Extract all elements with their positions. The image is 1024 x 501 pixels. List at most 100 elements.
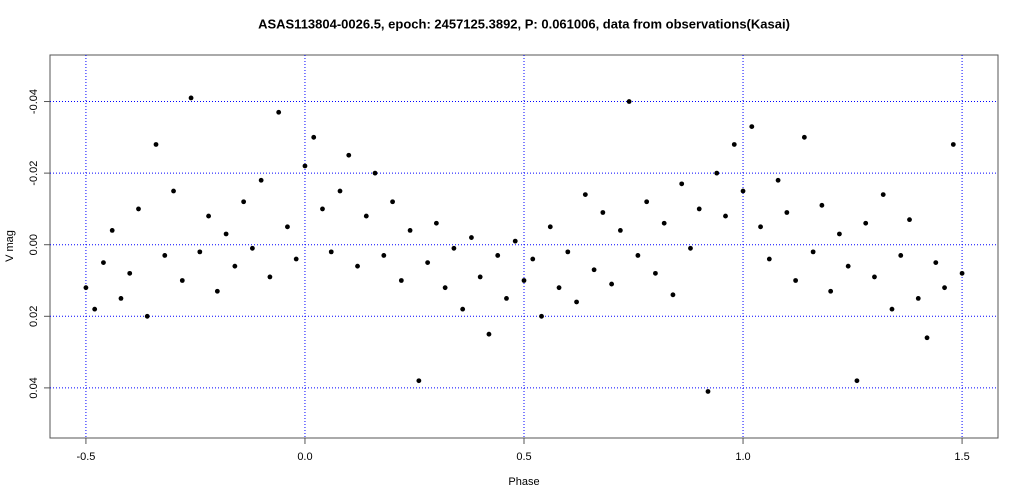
data-point — [162, 253, 168, 258]
data-point — [688, 245, 693, 251]
data-point — [442, 285, 448, 291]
data-point — [942, 285, 947, 291]
data-point — [285, 224, 290, 230]
data-point — [723, 213, 728, 219]
data-point — [933, 260, 939, 266]
x-tick-label: 1.0 — [735, 451, 750, 463]
data-point — [784, 210, 790, 215]
data-point — [653, 270, 658, 276]
data-point — [109, 227, 115, 233]
data-point — [390, 199, 395, 205]
data-point — [320, 206, 325, 212]
data-point — [153, 142, 159, 147]
data-point — [276, 109, 282, 115]
data-point — [328, 249, 334, 255]
data-point — [801, 134, 807, 140]
data-point — [267, 274, 273, 280]
data-point — [626, 99, 632, 104]
data-point — [425, 260, 431, 266]
data-point — [232, 263, 238, 269]
data-point — [617, 227, 623, 233]
data-point — [188, 95, 194, 101]
data-point — [915, 296, 921, 301]
data-point — [714, 170, 720, 176]
data-point — [258, 177, 264, 183]
data-point — [600, 210, 606, 215]
data-point — [556, 285, 562, 291]
y-axis-label: V mag — [4, 230, 16, 262]
data-point — [223, 231, 229, 237]
data-point — [854, 378, 860, 384]
data-point — [565, 249, 571, 255]
data-point — [171, 188, 176, 194]
data-point — [635, 253, 641, 258]
chart-title: ASAS113804-0026.5, epoch: 2457125.3892, … — [258, 16, 790, 31]
data-point — [311, 134, 317, 140]
data-point — [416, 378, 422, 384]
data-point — [547, 224, 553, 230]
data-point — [136, 206, 141, 212]
data-point — [819, 202, 825, 208]
x-tick-label: -0.5 — [76, 451, 95, 463]
data-point — [206, 213, 211, 219]
data-point — [591, 267, 597, 273]
data-point — [810, 249, 816, 255]
data-point — [249, 245, 255, 251]
data-point — [118, 296, 124, 301]
data-point — [828, 288, 834, 294]
y-tick-label: 0.00 — [28, 234, 40, 255]
data-point — [731, 142, 737, 147]
x-axis-label: Phase — [508, 476, 539, 488]
data-point — [179, 278, 185, 283]
data-point — [477, 274, 483, 280]
data-point — [705, 389, 711, 394]
data-point — [363, 213, 369, 219]
x-tick-label: 0.0 — [297, 451, 312, 463]
data-point — [433, 220, 439, 226]
data-point — [83, 285, 89, 291]
data-point — [898, 253, 904, 258]
data-point — [486, 331, 492, 337]
data-point — [346, 152, 352, 158]
data-point — [889, 306, 895, 312]
data-point — [530, 256, 536, 262]
data-point — [398, 278, 404, 283]
data-point — [837, 231, 842, 237]
data-point — [355, 263, 360, 269]
data-point — [451, 245, 457, 251]
data-point — [749, 124, 755, 129]
data-point — [495, 253, 501, 258]
data-point — [740, 188, 746, 194]
y-tick-label: -0.02 — [28, 161, 40, 186]
data-point — [766, 256, 772, 262]
data-point — [670, 292, 676, 298]
data-point — [696, 206, 702, 212]
data-point — [92, 306, 98, 312]
data-point — [793, 278, 799, 283]
data-point — [574, 299, 579, 305]
data-point — [381, 253, 387, 258]
data-point — [460, 306, 466, 312]
data-point — [863, 220, 869, 226]
data-point — [679, 181, 685, 187]
data-point — [959, 270, 965, 276]
data-point — [521, 278, 527, 283]
data-point — [372, 170, 378, 176]
data-point — [758, 224, 763, 230]
y-tick-label: 0.04 — [28, 377, 40, 398]
data-point — [101, 260, 106, 266]
data-point — [924, 335, 930, 341]
data-point — [661, 220, 667, 226]
data-point — [880, 192, 886, 197]
data-point — [644, 199, 650, 205]
x-tick-label: 1.5 — [954, 451, 969, 463]
y-tick-label: 0.02 — [28, 306, 40, 327]
data-point — [775, 177, 781, 183]
data-point — [872, 274, 877, 280]
data-point — [302, 163, 308, 169]
data-point — [512, 238, 518, 244]
data-point — [337, 188, 343, 194]
data-point — [845, 263, 851, 269]
data-point — [214, 288, 220, 294]
x-tick-label: 0.5 — [516, 451, 531, 463]
